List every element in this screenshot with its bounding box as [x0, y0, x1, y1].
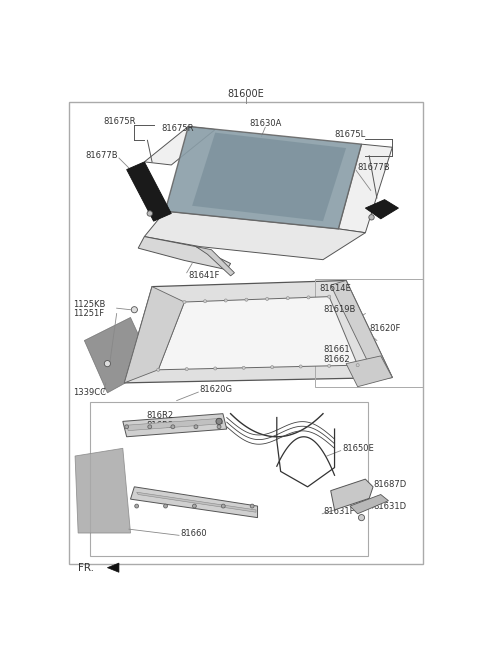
- Circle shape: [369, 215, 374, 220]
- Circle shape: [299, 365, 302, 368]
- Circle shape: [204, 300, 206, 303]
- Text: 81630A: 81630A: [250, 119, 282, 128]
- Circle shape: [217, 425, 221, 428]
- Text: 81631D: 81631D: [373, 502, 406, 510]
- Circle shape: [221, 504, 225, 508]
- Text: FR.: FR.: [78, 563, 94, 573]
- Polygon shape: [124, 287, 184, 383]
- Text: 81687D: 81687D: [373, 480, 406, 489]
- Circle shape: [135, 504, 139, 508]
- Text: 81675L: 81675L: [335, 130, 366, 138]
- Polygon shape: [144, 211, 365, 260]
- Circle shape: [185, 367, 188, 371]
- Text: 81662: 81662: [323, 354, 349, 363]
- Text: 1125KB: 1125KB: [73, 300, 105, 309]
- Polygon shape: [350, 495, 388, 514]
- Circle shape: [328, 295, 331, 298]
- Text: 81619B: 81619B: [323, 305, 355, 314]
- Circle shape: [271, 365, 274, 369]
- Text: 81620F: 81620F: [369, 325, 401, 333]
- Polygon shape: [131, 487, 258, 518]
- Circle shape: [194, 425, 198, 428]
- Text: 81675R: 81675R: [161, 124, 194, 133]
- Polygon shape: [331, 479, 373, 510]
- Text: 1339CC: 1339CC: [73, 388, 106, 398]
- Circle shape: [148, 425, 152, 428]
- Polygon shape: [127, 419, 223, 430]
- Circle shape: [242, 366, 245, 369]
- Text: 81650E: 81650E: [342, 444, 374, 453]
- Text: 81677B: 81677B: [86, 152, 119, 160]
- Circle shape: [216, 419, 222, 424]
- Circle shape: [265, 297, 269, 300]
- Polygon shape: [124, 281, 392, 383]
- Text: 81675R: 81675R: [104, 117, 136, 125]
- Circle shape: [156, 368, 160, 371]
- Circle shape: [250, 504, 254, 508]
- Circle shape: [245, 298, 248, 301]
- Text: 81631F: 81631F: [323, 507, 355, 516]
- Circle shape: [183, 300, 186, 304]
- Polygon shape: [331, 281, 392, 380]
- Text: 816R2: 816R2: [146, 411, 173, 420]
- Circle shape: [171, 425, 175, 428]
- Circle shape: [286, 297, 289, 300]
- Circle shape: [125, 425, 129, 428]
- Circle shape: [307, 296, 310, 299]
- Polygon shape: [123, 414, 227, 437]
- Circle shape: [356, 363, 359, 367]
- Circle shape: [359, 514, 365, 521]
- Polygon shape: [75, 448, 131, 533]
- Polygon shape: [127, 162, 171, 221]
- Text: 81641F: 81641F: [188, 272, 220, 280]
- Text: 81677B: 81677B: [358, 163, 390, 172]
- Text: 81614E: 81614E: [319, 283, 351, 293]
- Polygon shape: [165, 127, 361, 229]
- Polygon shape: [158, 297, 358, 370]
- Text: 816R3: 816R3: [146, 420, 173, 430]
- Polygon shape: [84, 318, 154, 393]
- Text: 81661: 81661: [323, 345, 349, 354]
- Polygon shape: [192, 133, 346, 221]
- Text: 81620G: 81620G: [200, 384, 233, 394]
- Circle shape: [328, 364, 331, 367]
- Bar: [315, 279, 423, 387]
- Circle shape: [224, 299, 228, 302]
- Polygon shape: [365, 199, 398, 219]
- Polygon shape: [338, 144, 392, 233]
- Circle shape: [131, 306, 137, 313]
- Circle shape: [214, 367, 217, 370]
- Circle shape: [147, 211, 153, 216]
- Text: 11251F: 11251F: [73, 309, 104, 318]
- Polygon shape: [108, 563, 119, 572]
- Polygon shape: [346, 356, 392, 387]
- Text: 81660: 81660: [180, 529, 207, 537]
- Circle shape: [164, 504, 168, 508]
- Text: 81600E: 81600E: [228, 89, 264, 99]
- Polygon shape: [144, 127, 215, 165]
- Circle shape: [192, 504, 196, 508]
- Polygon shape: [138, 237, 230, 270]
- Circle shape: [104, 361, 110, 367]
- Bar: [90, 402, 368, 556]
- Polygon shape: [196, 247, 234, 276]
- Polygon shape: [137, 492, 256, 512]
